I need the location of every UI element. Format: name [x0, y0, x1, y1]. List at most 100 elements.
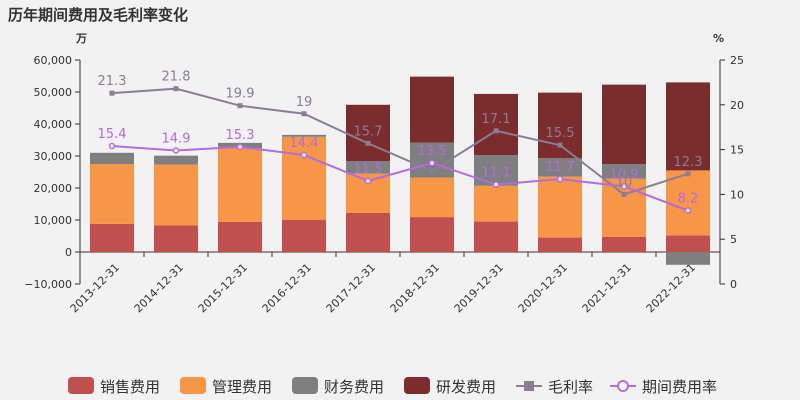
left-axis-tick-label: 40,000 — [34, 118, 73, 131]
bar-segment — [346, 212, 390, 252]
line-data-label: 15.4 — [98, 127, 127, 142]
legend-label: 管理费用 — [212, 378, 272, 396]
bar-segment — [154, 155, 198, 165]
legend-label: 期间费用率 — [642, 378, 717, 396]
right-axis-tick-label: 5 — [730, 233, 737, 246]
bar-segment — [666, 82, 710, 171]
line-point — [364, 177, 372, 185]
line-point — [492, 181, 500, 188]
legend: 销售费用 管理费用 财务费用 研发费用 毛利率 期间费用率 — [68, 377, 717, 396]
bar-segment — [90, 152, 134, 164]
line-series — [111, 145, 689, 212]
line-point — [173, 86, 179, 92]
bar-segment — [538, 158, 582, 177]
x-axis-tick-label: 2018-12-31 — [388, 261, 442, 315]
bar-segment — [538, 237, 582, 252]
x-axis-tick-label: 2015-12-31 — [196, 261, 250, 315]
left-axis-tick-label: 30,000 — [34, 150, 73, 163]
line-point — [685, 171, 691, 177]
legend-marker — [524, 381, 534, 391]
legend-label: 研发费用 — [436, 378, 496, 396]
line-data-label: 15.7 — [354, 124, 383, 139]
bar-segment — [282, 134, 326, 137]
line-data-label: 11.5 — [354, 162, 383, 177]
left-axis-tick-label: 0 — [65, 246, 72, 259]
legend-label: 财务费用 — [324, 378, 384, 396]
line-point — [428, 159, 436, 167]
x-axis-tick-label: 2014-12-31 — [132, 261, 186, 315]
x-axis-tick-label: 2017-12-31 — [324, 261, 378, 315]
legend-marker — [617, 380, 629, 392]
right-axis-tick-label: 25 — [730, 54, 744, 67]
line-point — [556, 175, 564, 183]
bar-segment — [474, 93, 518, 156]
right-axis-tick-label: 15 — [730, 144, 744, 157]
bar-segment — [346, 161, 390, 174]
right-axis-tick-label: 0 — [730, 278, 737, 291]
line-data-label: 12.3 — [674, 155, 703, 170]
left-axis-tick-label: 20,000 — [34, 182, 73, 195]
line-data-label: 15.5 — [546, 126, 575, 141]
line-data-label: 21.8 — [162, 70, 191, 85]
bar-segment — [218, 221, 262, 252]
line-point — [621, 191, 627, 197]
bar-segment — [154, 225, 198, 252]
line-data-label: 10 — [616, 175, 633, 190]
line-point — [365, 140, 371, 146]
line-data-label: 19.9 — [226, 87, 255, 102]
left-axis-tick-label: 10,000 — [34, 214, 73, 227]
line-point — [684, 207, 692, 214]
bar-segment — [154, 164, 198, 226]
bar-segment — [666, 252, 710, 265]
x-axis-tick-label: 2019-12-31 — [452, 261, 506, 315]
bar-segment — [666, 235, 710, 252]
legend-label: 销售费用 — [100, 378, 160, 396]
line-point — [172, 147, 180, 154]
right-axis-tick-label: 20 — [730, 99, 744, 112]
bar-segment — [602, 164, 646, 179]
right-axis-tick-label: 10 — [730, 188, 744, 201]
line-data-label: 11.1 — [482, 166, 511, 181]
data-labels-layer: 21.3 21.8 19.9 19 15.7 17.1 15.5 10 12.3 15.4 14.9… — [98, 70, 703, 207]
line-point — [301, 111, 307, 117]
legend-label: 毛利率 — [548, 378, 593, 396]
bar-segment — [410, 177, 454, 218]
lines-layer — [108, 86, 692, 214]
bar-segment — [538, 176, 582, 238]
chart-title: 历年期间费用及毛利率变化 — [8, 6, 188, 24]
left-axis-tick-label: 60,000 — [34, 54, 73, 67]
x-axis-tick-label: 2021-12-31 — [580, 261, 634, 315]
x-axis-tick-label: 2016-12-31 — [260, 261, 314, 315]
x-axis-tick-label: 2013-12-31 — [68, 261, 122, 315]
right-axis-unit: % — [713, 32, 724, 45]
line-point — [557, 142, 563, 148]
bar-segment — [666, 170, 710, 236]
line-data-label: 15.3 — [226, 128, 255, 143]
bar-segment — [410, 76, 454, 143]
legend-swatch — [68, 377, 94, 394]
bar-segment — [474, 221, 518, 252]
line-point — [236, 143, 244, 151]
bar-segment — [218, 148, 262, 222]
legend-swatch — [404, 377, 430, 394]
line-data-label: 11.7 — [546, 160, 575, 175]
bar-segment — [602, 236, 646, 252]
legend-swatch — [180, 377, 206, 394]
line-data-label: 14.4 — [290, 136, 319, 151]
line-point — [300, 151, 308, 159]
bar-segment — [282, 220, 326, 252]
line-point — [109, 90, 115, 96]
x-axis-tick-label: 2020-12-31 — [516, 261, 570, 315]
line-data-label: 17.1 — [482, 112, 511, 127]
x-axis-tick-label: 2022-12-31 — [644, 261, 698, 315]
bar-segment — [90, 164, 134, 224]
line-data-label: 19 — [296, 95, 313, 110]
line-data-label: 21.3 — [98, 74, 127, 89]
bar-segment — [346, 104, 390, 162]
line-point — [237, 103, 243, 109]
line-data-label: 8.2 — [678, 192, 699, 207]
bar-segment — [282, 136, 326, 220]
line-data-label: 10.9 — [610, 167, 639, 182]
line-data-label: 13.5 — [418, 144, 447, 159]
